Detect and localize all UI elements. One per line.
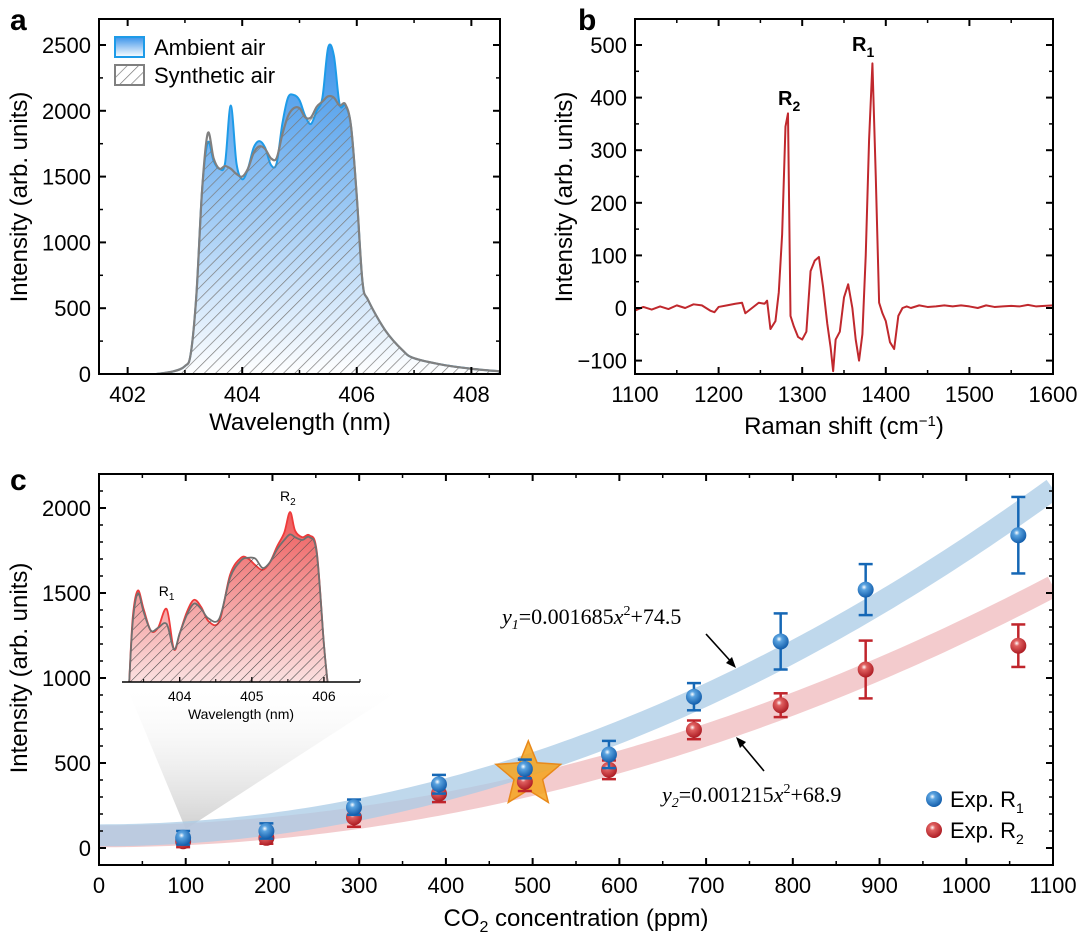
y-tick-label: 0: [79, 836, 91, 861]
legend-swatch-ambient: [114, 36, 145, 58]
legend-label-ambient: Ambient air: [154, 35, 265, 60]
y-tick-label: −100: [577, 349, 627, 374]
fit-equation-y2: y2=0.001215x2+68.9: [660, 782, 841, 811]
data-point-r1: [345, 799, 362, 816]
data-point-r1: [258, 823, 275, 839]
x-tick-label: 404: [224, 382, 261, 407]
x-tick-label: 800: [774, 873, 811, 898]
inset-x-tick-label: 405: [240, 688, 264, 704]
arrow-to-fit-y1: [705, 633, 736, 668]
panel-c: 0 100 200 300 400 500 600 700 800 900 1000 1100 0 500…: [6, 473, 1077, 936]
legend-label-r1: Exp. R1: [950, 787, 1024, 816]
x-tick-label: 1500: [945, 382, 994, 407]
panel-a-xlabel: Wavelength (nm): [209, 409, 391, 436]
x-tick-label: 1200: [694, 382, 743, 407]
synthetic-air-line: [156, 94, 500, 374]
x-tick-label: 700: [688, 873, 725, 898]
inset-zoom-cone: [128, 690, 400, 830]
panel-b-xlabel: Raman shift (cm−1): [744, 413, 944, 441]
fit-equation-y1: y1=0.001685x2+74.5: [500, 604, 681, 633]
legend-label-r2: Exp. R2: [950, 818, 1024, 847]
data-point-r2: [600, 761, 617, 778]
y-tick-label: 2000: [42, 496, 91, 521]
x-tick-label: 400: [428, 873, 465, 898]
x-tick-label: 1100: [1029, 873, 1076, 898]
panel-label-c: c: [10, 464, 27, 497]
x-tick-label: 1600: [1029, 382, 1078, 407]
data-point-r1: [685, 688, 702, 705]
data-point-r1: [772, 633, 789, 650]
inset-spectrum: 404 405 406 Wavelength (nm) R1 R2: [122, 488, 361, 722]
legend-marker-r2: [926, 822, 942, 838]
x-tick-label: 100: [167, 873, 204, 898]
data-point-r1: [175, 829, 192, 846]
data-point-r1: [857, 581, 874, 598]
inset-hatched-area: [129, 534, 328, 682]
panel-a-legend: Ambient air Synthetic air: [114, 35, 275, 88]
x-tick-label: 900: [861, 873, 898, 898]
data-point-r1: [430, 776, 447, 793]
y-tick-label: 500: [590, 33, 627, 58]
synthetic-air-area: [156, 96, 500, 374]
y-tick-label: 0: [79, 362, 91, 387]
y-tick-label: 1000: [42, 666, 91, 691]
y-tick-label: 2000: [42, 99, 91, 124]
x-tick-label: 300: [341, 873, 378, 898]
panel-c-ylabel: Intensity (arb. units): [6, 563, 33, 774]
y-tick-label: 1500: [42, 165, 91, 190]
inset-x-tick-label: 406: [312, 688, 336, 704]
panel-a-ylabel: Intensity (arb. units): [6, 92, 33, 303]
panel-c-legend: Exp. R1 Exp. R2: [926, 787, 1024, 847]
data-point-r2: [772, 697, 789, 714]
y-tick-label: 400: [590, 86, 627, 111]
data-point-r2: [685, 721, 702, 738]
panel-b-frame: [634, 18, 1054, 375]
data-point-r1: [600, 746, 617, 763]
y-tick-label: 1000: [42, 230, 91, 255]
legend-marker-r1: [926, 791, 942, 807]
panel-label-a: a: [10, 4, 27, 37]
x-tick-label: 402: [109, 382, 146, 407]
y-tick-label: 500: [54, 296, 91, 321]
panel-c-xlabel: CO2 concentration (ppm): [443, 905, 708, 936]
data-point-r1: [516, 760, 533, 777]
x-tick-label: 1300: [778, 382, 827, 407]
x-tick-label: 1000: [942, 873, 991, 898]
data-point-r1: [1010, 527, 1027, 544]
y-tick-label: 200: [590, 191, 627, 216]
inset-peak-label-r2: R2: [280, 488, 296, 508]
x-tick-label: 1400: [861, 382, 910, 407]
x-tick-label: 408: [453, 382, 490, 407]
y-tick-label: 300: [590, 138, 627, 163]
x-tick-label: 0: [93, 873, 105, 898]
y-tick-label: 1500: [42, 581, 91, 606]
y-tick-label: 500: [54, 751, 91, 776]
peak-label-r1: R1: [852, 34, 874, 60]
data-point-r2: [1010, 637, 1027, 654]
panel-label-b: b: [578, 4, 596, 37]
x-tick-label: 500: [514, 873, 551, 898]
data-point-r2: [857, 661, 874, 678]
y-tick-label: 100: [590, 243, 627, 268]
legend-swatch-synthetic: [114, 64, 145, 86]
fit-band-y1: [99, 479, 1053, 847]
panel-b: 1100 1200 1300 1400 1500 1600 −100 0 100 200 300 40…: [551, 18, 1078, 441]
panel-a: 402 404 406 408 0 500 1000 1500 2000 2500 Wavelen…: [6, 18, 501, 436]
inset-xlabel: Wavelength (nm): [188, 706, 294, 722]
inset-x-tick-label: 404: [168, 688, 192, 704]
y-tick-label: 0: [615, 296, 627, 321]
inset-peak-label-r1: R1: [159, 583, 175, 603]
arrow-to-fit-y2: [736, 737, 765, 772]
legend-label-synthetic: Synthetic air: [154, 63, 275, 88]
peak-label-r2: R2: [778, 88, 800, 114]
x-tick-label: 600: [601, 873, 638, 898]
inset-gray-line: [128, 533, 329, 683]
x-tick-label: 200: [254, 873, 291, 898]
panel-b-ylabel: Intensity (arb. units): [551, 92, 578, 303]
x-tick-label: 1100: [611, 382, 658, 407]
x-tick-label: 406: [338, 382, 375, 407]
y-tick-label: 2500: [42, 33, 91, 58]
raman-spectrum-line: [635, 62, 1053, 373]
